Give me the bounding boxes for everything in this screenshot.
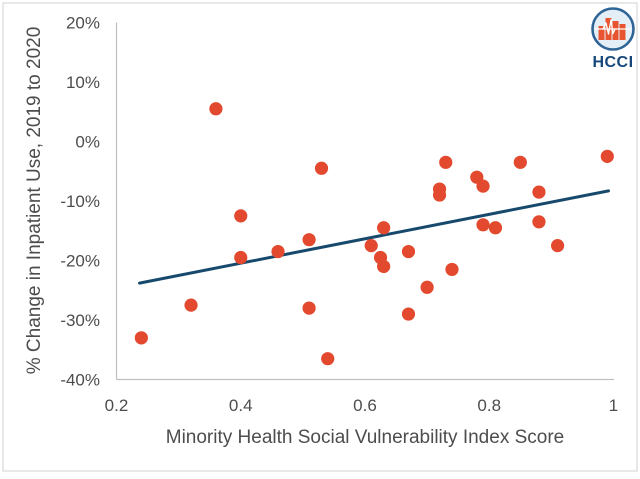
data-point: [513, 155, 527, 169]
data-point: [377, 221, 391, 235]
y-axis-title: % Change in Inpatient Use, 2019 to 2020: [24, 27, 45, 375]
data-point: [445, 262, 459, 277]
data-point: [532, 185, 546, 199]
data-point: [271, 244, 285, 259]
y-tick-label: -20%: [60, 252, 100, 271]
data-point: [600, 149, 614, 163]
x-axis-title: Minority Health Social Vulnerability Ind…: [166, 427, 564, 448]
data-point: [476, 179, 490, 193]
data-point: [432, 188, 447, 202]
x-tick-label: 0.6: [353, 396, 377, 415]
y-tick-label: -40%: [60, 371, 100, 390]
y-tick-label: 10%: [66, 73, 100, 92]
data-point: [314, 161, 329, 175]
x-tick-label: 0.8: [477, 396, 501, 415]
data-point: [234, 209, 248, 223]
data-point: [532, 215, 546, 229]
chart-border: [2, 2, 638, 472]
data-point: [488, 221, 503, 235]
data-point: [439, 155, 453, 169]
y-tick-label: 20%: [66, 14, 100, 33]
data-point: [209, 102, 223, 116]
data-point: [420, 280, 434, 294]
data-point: [377, 259, 391, 274]
data-point: [401, 244, 416, 259]
hcci-logo-text: HCCI: [592, 54, 634, 71]
y-tick-label: -30%: [60, 311, 100, 330]
data-point: [302, 233, 316, 247]
data-point: [302, 301, 316, 315]
hcci-logo: HCCI: [587, 6, 639, 72]
x-tick-label: 0.4: [229, 396, 253, 415]
data-point: [321, 352, 335, 366]
y-tick-label: -10%: [60, 192, 100, 211]
data-point: [234, 250, 248, 265]
x-tick-label: 1: [609, 396, 618, 415]
y-tick-label: 0%: [75, 133, 100, 152]
data-point: [184, 298, 198, 312]
data-point: [364, 239, 378, 253]
data-point: [476, 218, 490, 232]
data-point: [550, 239, 565, 253]
x-tick-label: 0.2: [105, 396, 129, 415]
hcci-logo-icon: [591, 7, 635, 51]
trend-line: [137, 189, 611, 285]
data-point: [134, 331, 148, 345]
data-point: [401, 307, 416, 321]
